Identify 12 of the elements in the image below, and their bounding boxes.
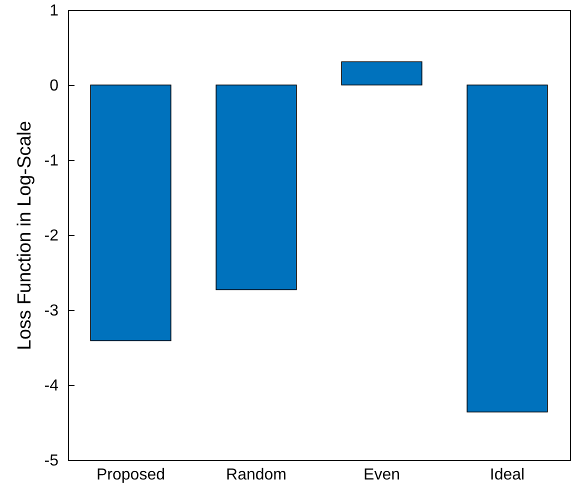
y-tick-label: -3 xyxy=(44,302,59,320)
x-tick-label: Even xyxy=(364,466,400,484)
x-tick-label: Proposed xyxy=(96,466,165,484)
x-tick-label: Ideal xyxy=(490,466,525,484)
y-tick-label: -1 xyxy=(44,152,59,170)
y-tick-label: -5 xyxy=(44,452,59,470)
y-tick-label: 1 xyxy=(50,2,59,20)
y-axis-title: Loss Function in Log-Scale xyxy=(14,120,36,350)
y-tick-label: -4 xyxy=(44,378,59,394)
y-tick-label: -2 xyxy=(44,228,59,244)
x-tick-label: Random xyxy=(226,466,286,484)
y-tick-label: 0 xyxy=(50,78,59,94)
